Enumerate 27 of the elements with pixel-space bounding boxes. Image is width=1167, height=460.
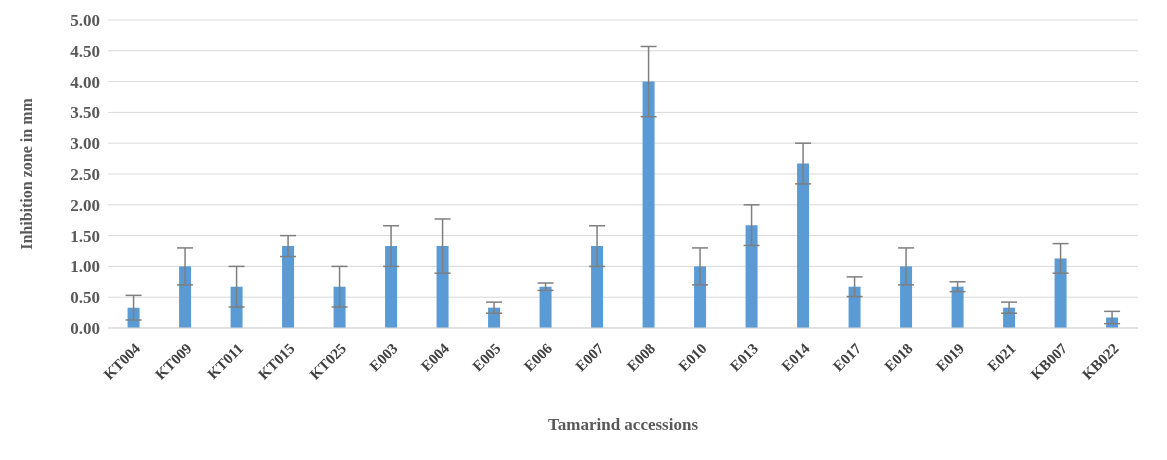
- y-tick-label: 2.50: [70, 165, 100, 185]
- bar: [900, 266, 913, 328]
- y-tick-label: 5.00: [70, 11, 100, 31]
- y-axis-title: Inhibition zone in mm: [17, 97, 35, 250]
- y-tick-label: 2.00: [70, 195, 100, 215]
- y-tick-label: 1.50: [70, 226, 100, 246]
- y-tick-label: 4.00: [70, 72, 100, 92]
- bar: [951, 286, 964, 328]
- bar: [1054, 258, 1067, 328]
- y-tick-label: 0.50: [70, 288, 100, 308]
- bar: [848, 286, 861, 328]
- x-axis-title: Tamarind accessions: [547, 415, 699, 434]
- y-tick-label: 1.00: [70, 257, 100, 277]
- bar: [282, 246, 295, 328]
- y-tick-label: 3.50: [70, 103, 100, 123]
- y-tick-label: 4.50: [70, 41, 100, 61]
- bar: [694, 266, 707, 328]
- bar: [591, 246, 604, 328]
- y-tick-label: 3.00: [70, 134, 100, 154]
- bar: [797, 163, 810, 328]
- y-tick-label: 0.00: [70, 319, 100, 339]
- bar: [642, 81, 655, 328]
- bar: [179, 266, 192, 328]
- bar: [539, 286, 552, 328]
- bar: [436, 246, 449, 328]
- bar: [745, 225, 758, 328]
- bar: [385, 246, 398, 328]
